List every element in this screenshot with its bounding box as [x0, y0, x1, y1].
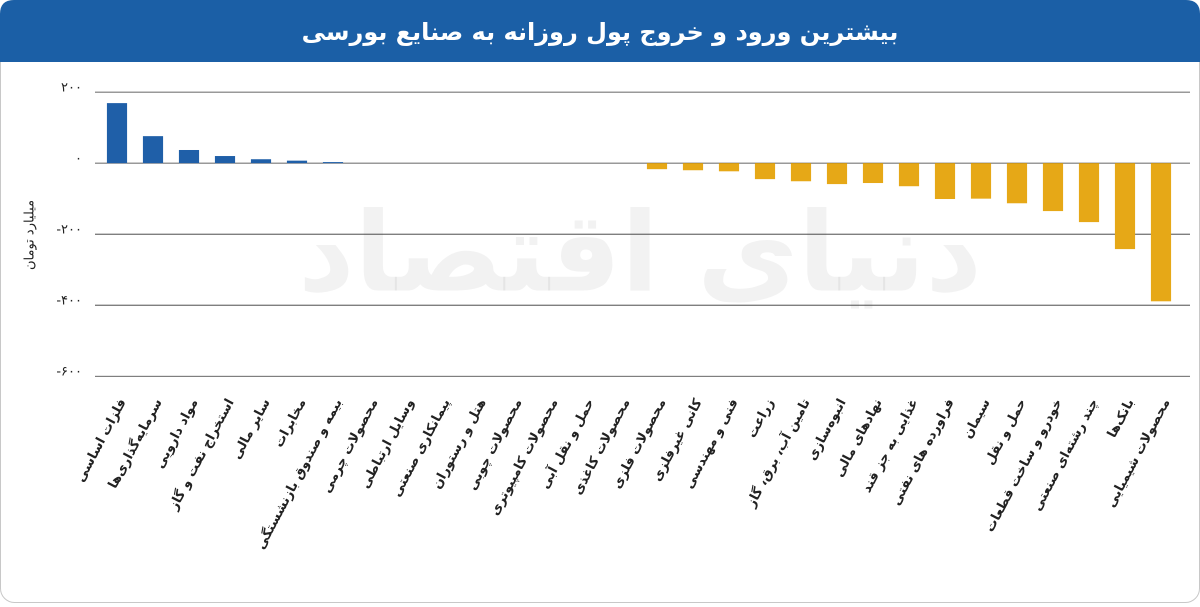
bar	[898, 163, 920, 187]
bar	[862, 163, 884, 184]
bar	[1006, 163, 1028, 204]
chart-title: بیشترین ورود و خروج پول روزانه به صنایع …	[302, 18, 899, 46]
bar	[322, 162, 344, 164]
bar	[1150, 163, 1172, 302]
bar	[718, 163, 740, 172]
bar	[1078, 163, 1100, 223]
y-tick-label: ۲۰۰	[61, 81, 82, 96]
bar	[1114, 163, 1136, 250]
bar	[646, 163, 668, 170]
bar	[754, 163, 776, 180]
bar	[286, 160, 308, 164]
y-tick-label: -۴۰۰	[56, 294, 82, 309]
bar	[1042, 163, 1064, 212]
y-tick-label: -۶۰۰	[56, 365, 82, 380]
bar	[214, 156, 236, 164]
bar	[790, 163, 812, 182]
bar	[826, 163, 848, 185]
bar	[250, 159, 272, 164]
y-tick-label: -۲۰۰	[56, 223, 82, 238]
bar	[178, 149, 200, 164]
y-tick-label: ۰	[75, 152, 82, 167]
watermark: دنیای اقتصاد	[298, 188, 982, 316]
y-axis-label: میلیارد تومان	[23, 200, 38, 270]
title-bar	[0, 0, 1200, 62]
bar	[106, 103, 128, 164]
bar	[682, 163, 704, 171]
bar	[142, 136, 164, 164]
bar	[934, 163, 956, 200]
bar	[970, 163, 992, 199]
